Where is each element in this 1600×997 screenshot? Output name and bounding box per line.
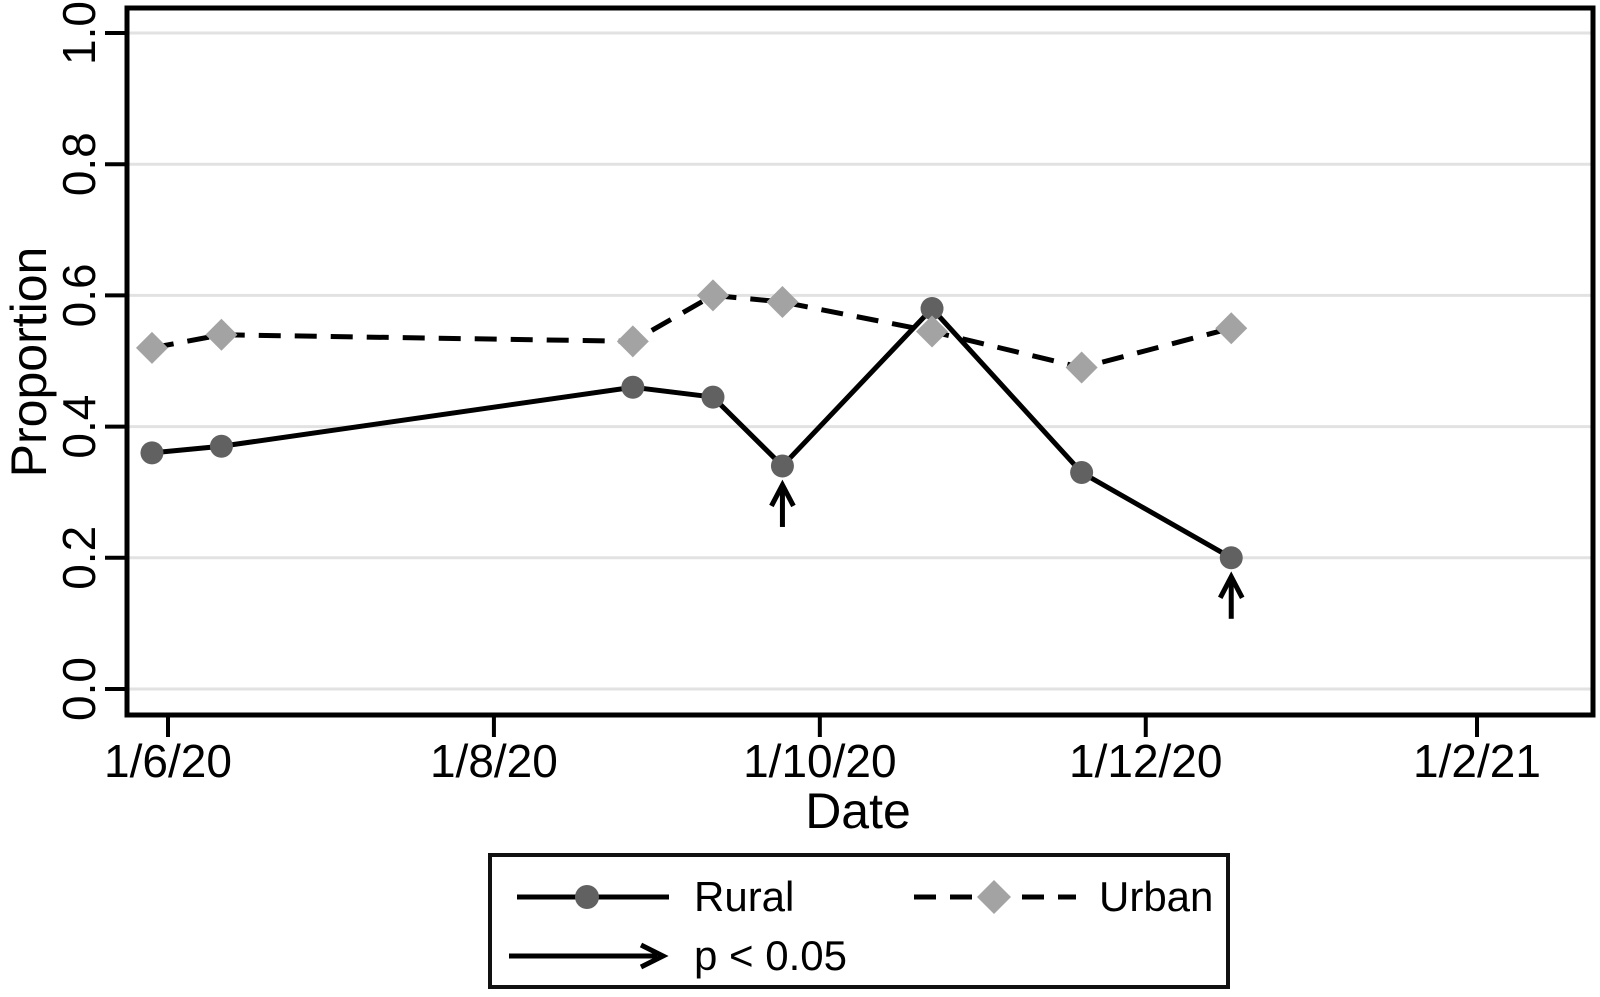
rural-marker [209,434,233,458]
legend-label-urban: Urban [1099,873,1214,920]
y-tick-label: 0.0 [53,657,105,721]
significance-arrow-head-icon [1218,571,1245,599]
urban-marker [1065,351,1098,384]
legend-label-rural: Rural [694,873,795,920]
urban-series-line [151,292,1232,371]
x-tick-label: 1/10/20 [743,735,896,787]
y-tick-label: 1.0 [53,1,105,65]
urban-legend-sample [914,880,1076,914]
y-tick-label: 0.6 [53,263,105,327]
arrow-head-icon [639,942,669,970]
urban-marker [205,318,238,351]
x-axis-title: Date [805,783,911,839]
urban-marker [616,325,649,358]
rural-marker [140,441,164,465]
legend-label-significance: p < 0.05 [694,932,847,979]
y-tick-label: 0.4 [53,395,105,459]
rural-marker [770,454,794,478]
y-tick-label: 0.2 [53,526,105,590]
urban-marker [766,285,799,318]
x-tick-label: 1/6/20 [104,735,232,787]
rural-legend-sample [517,885,669,909]
urban-marker [696,279,729,312]
rural-marker [701,385,725,409]
urban-marker [916,315,949,348]
urban-marker [135,331,168,364]
rural-marker [621,375,645,399]
y-axis-title: Proportion [1,247,57,478]
significance-arrow-head-icon [769,479,796,508]
chart-legend: Rural Urban p < 0.05 [488,853,1230,989]
y-tick-label: 0.8 [53,132,105,196]
urban-sample-diamond-icon [977,880,1011,914]
x-tick-label: 1/2/21 [1413,735,1541,787]
urban-marker [1215,312,1248,345]
x-tick-label: 1/12/20 [1069,735,1222,787]
plot-border [124,5,1596,718]
rural-marker [920,297,944,321]
significance-legend-sample [509,942,669,970]
rural-series-line [151,304,1233,560]
rural-marker [1070,461,1094,485]
x-tick-label: 1/8/20 [430,735,558,787]
rural-sample-circle-icon [575,885,599,909]
rural-marker [1219,546,1243,570]
